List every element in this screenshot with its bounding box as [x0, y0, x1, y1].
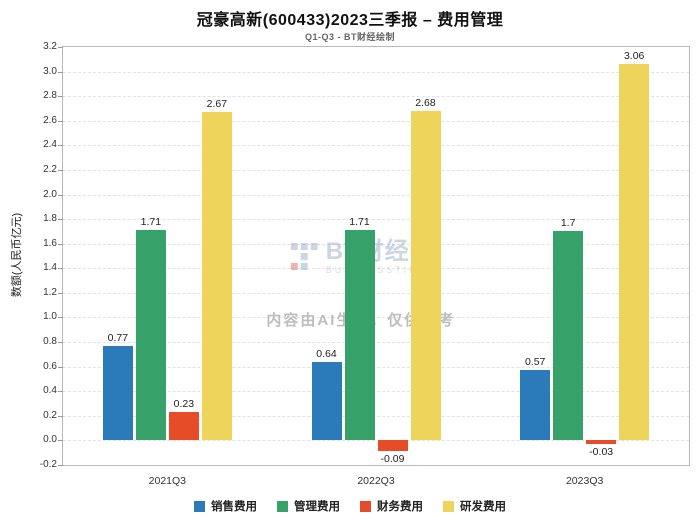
legend: 销售费用 管理费用 财务费用 研发费用 [0, 498, 700, 514]
gridline [63, 268, 689, 270]
y-tick-label: 2.8 [43, 90, 57, 102]
y-tick-label: 0.2 [43, 409, 57, 421]
y-tick-label: 1.6 [43, 237, 57, 249]
y-tick-label: 0.6 [43, 360, 57, 372]
legend-item-销售费用: 销售费用 [194, 498, 257, 514]
bt-logo-icon [290, 243, 318, 270]
bar-value-label: 0.23 [173, 398, 195, 411]
legend-label: 财务费用 [377, 501, 423, 513]
chart-subtitle: Q1-Q3 - BT财经绘制 [304, 32, 395, 42]
legend-swatch [360, 500, 371, 512]
y-tick-mark [58, 120, 63, 122]
bar-研发费用-2021Q3 [201, 112, 232, 441]
gridline [63, 292, 689, 294]
legend-swatch [194, 500, 205, 512]
y-tick-mark [58, 366, 63, 368]
x-tick-label: 2023Q3 [565, 475, 604, 487]
gridline [63, 366, 689, 368]
bar-销售费用-2021Q3 [102, 345, 133, 441]
y-tick-label: 2.6 [43, 114, 57, 126]
bar-财务费用-2022Q3 [377, 440, 408, 452]
bar-财务费用-2021Q3 [168, 412, 199, 441]
y-tick-label: 3.0 [43, 65, 57, 77]
bar-value-label: 1.7 [560, 217, 576, 230]
plot-area: BT财经 BUSINESSTIMES 内容由AI生成，仅供参考 -0.20.00… [40, 41, 690, 487]
y-axis-label: 数额(人民币亿元) [11, 212, 23, 298]
legend-item-研发费用: 研发费用 [443, 498, 506, 514]
y-tick-mark [58, 243, 63, 245]
y-tick-label: 0.8 [43, 336, 57, 348]
gridline [63, 219, 689, 221]
y-tick-label: 1.0 [43, 311, 57, 323]
y-tick-label: 2.2 [43, 163, 57, 175]
watermark-brand-subtext: BUSINESSTIMES [325, 265, 438, 275]
y-tick-mark [58, 415, 63, 417]
bar-value-label: -0.09 [380, 453, 405, 466]
y-tick-mark [58, 292, 63, 294]
y-tick-label: 0.4 [43, 385, 57, 397]
y-tick-mark [58, 145, 63, 147]
bar-管理费用-2022Q3 [344, 230, 375, 441]
gridline [63, 169, 689, 171]
gridline [63, 391, 689, 393]
gridline [63, 145, 689, 147]
y-tick-mark [58, 440, 63, 442]
gridline [63, 243, 689, 245]
legend-label: 研发费用 [460, 501, 506, 513]
y-tick-label: 1.8 [43, 213, 57, 225]
y-tick-mark [58, 96, 63, 98]
legend-item-管理费用: 管理费用 [277, 498, 340, 514]
legend-label: 销售费用 [211, 501, 257, 513]
bar-销售费用-2023Q3 [520, 370, 551, 441]
gridline [63, 440, 689, 442]
y-tick-mark [58, 465, 63, 466]
y-tick-mark [58, 169, 63, 171]
y-tick-mark [58, 342, 63, 344]
gridline [63, 317, 689, 319]
gridline [63, 415, 689, 417]
bar-销售费用-2022Q3 [311, 361, 342, 441]
y-tick-label: 3.2 [43, 41, 57, 52]
y-tick-label: 1.2 [43, 286, 57, 298]
bar-value-label: 2.67 [206, 98, 228, 111]
y-tick-mark [58, 47, 63, 48]
y-tick-label: 2.4 [43, 139, 57, 151]
bar-value-label: 1.71 [349, 216, 370, 229]
y-tick-label: 0.0 [43, 434, 57, 446]
gridline [63, 120, 689, 122]
y-tick-mark [58, 391, 63, 393]
y-tick-mark [58, 194, 63, 196]
bar-value-label: 0.77 [107, 331, 129, 344]
bar-管理费用-2021Q3 [135, 230, 166, 441]
gridline [63, 194, 689, 196]
gridline [63, 71, 689, 73]
y-tick-label: -0.2 [39, 459, 57, 470]
y-tick-mark [58, 268, 63, 270]
x-tick-label: 2021Q3 [148, 475, 187, 487]
bar-value-label: 0.57 [524, 356, 546, 369]
chart-title: 冠豪高新(600433)2023三季报 – 费用管理 [196, 12, 504, 29]
y-tick-mark [58, 219, 63, 221]
legend-swatch [277, 500, 288, 512]
legend-item-财务费用: 财务费用 [360, 498, 423, 514]
legend-swatch [443, 500, 454, 512]
bar-财务费用-2023Q3 [586, 440, 617, 445]
x-tick-label: 2022Q3 [357, 475, 395, 487]
bar-value-label: 2.68 [415, 96, 436, 109]
bar-value-label: -0.03 [589, 446, 614, 459]
bar-管理费用-2023Q3 [553, 231, 584, 441]
bar-value-label: 3.06 [623, 50, 645, 63]
y-tick-mark [58, 317, 63, 319]
bar-研发费用-2023Q3 [619, 64, 650, 441]
y-tick-label: 2.0 [43, 188, 57, 200]
bar-value-label: 1.71 [140, 216, 162, 229]
gridline [63, 342, 689, 344]
bar-value-label: 0.64 [316, 347, 337, 360]
gridline [63, 96, 689, 98]
y-tick-label: 1.4 [43, 262, 57, 274]
legend-label: 管理费用 [294, 501, 340, 513]
y-tick-mark [58, 71, 63, 73]
bar-研发费用-2022Q3 [410, 110, 441, 441]
